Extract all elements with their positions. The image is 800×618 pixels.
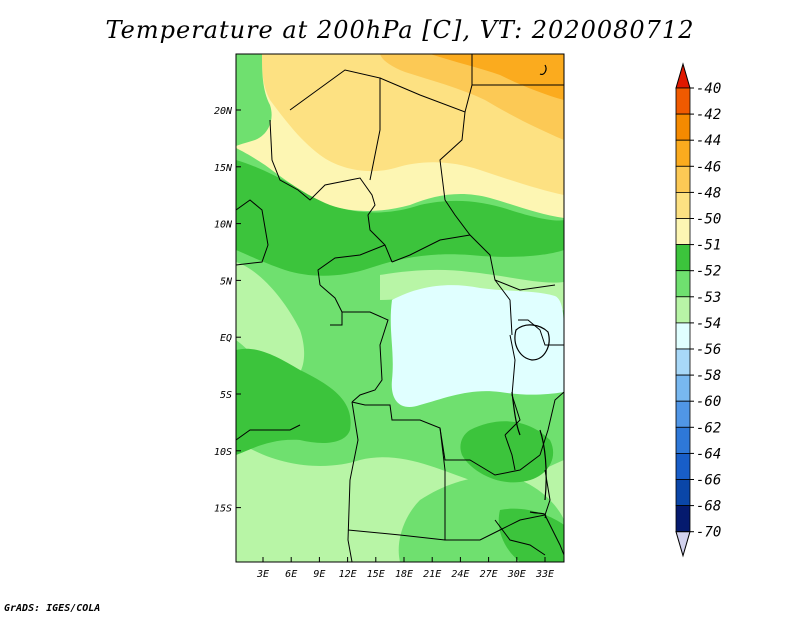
legend-label: -58 bbox=[696, 368, 721, 384]
border-line bbox=[518, 319, 564, 346]
border-line bbox=[439, 111, 556, 291]
field-minus-53-northwest bbox=[236, 54, 272, 146]
legend-color-box bbox=[675, 113, 691, 141]
color-legend: -40 -42 -44 -46 -48 -50 -51 -52 -53 -54 -56 -58 -60 -… bbox=[675, 62, 721, 558]
lake-outline bbox=[514, 324, 550, 361]
legend-color-box bbox=[675, 400, 691, 428]
lake-outlines bbox=[511, 64, 550, 519]
legend-label: -53 bbox=[696, 290, 721, 306]
lake-outline bbox=[539, 429, 547, 501]
border-line bbox=[236, 424, 301, 441]
legend-color-box bbox=[675, 452, 691, 480]
border-line bbox=[504, 434, 516, 471]
legend-bottom-arrow bbox=[675, 531, 691, 558]
legend-label: -44 bbox=[696, 133, 721, 149]
border-line bbox=[494, 519, 546, 556]
border-line bbox=[319, 284, 389, 403]
legend-label: -50 bbox=[696, 212, 721, 228]
legend-label: -42 bbox=[696, 107, 721, 123]
legend-color-box bbox=[675, 426, 691, 454]
map-title: Temperature at 200hPa [C], VT: 202008071… bbox=[105, 16, 695, 44]
lat-tick-label: 10N bbox=[214, 220, 233, 231]
legend-color-box bbox=[675, 87, 691, 115]
lake-outline bbox=[511, 391, 521, 436]
border-line bbox=[317, 244, 386, 286]
field-minus-46-north bbox=[430, 54, 564, 100]
legend-label: -70 bbox=[696, 525, 721, 541]
lon-tick-label: 6E bbox=[285, 569, 297, 580]
legend-color-box bbox=[675, 348, 691, 376]
axis-ticks: 3E 6E 9E 12E 15E 18E 21E 24E 27E 30E 33E 20N 15N 10N 5… bbox=[214, 106, 554, 580]
border-line bbox=[236, 199, 269, 266]
lat-tick-label: EQ bbox=[220, 333, 232, 344]
lon-tick-label: 12E bbox=[339, 569, 357, 580]
legend-label: -52 bbox=[696, 264, 721, 280]
legend-color-box bbox=[675, 374, 691, 402]
lon-tick-label: 24E bbox=[451, 569, 469, 580]
lon-tick-label: 21E bbox=[423, 569, 441, 580]
legend-label: -40 bbox=[696, 81, 721, 97]
temperature-field bbox=[236, 54, 564, 562]
border-line bbox=[347, 529, 446, 541]
grads-credit: GrADS: IGES/COLA bbox=[4, 603, 101, 614]
legend-label: -66 bbox=[696, 473, 721, 489]
lat-tick-label: 10S bbox=[214, 447, 232, 458]
legend-label: -46 bbox=[696, 159, 721, 175]
legend-color-box bbox=[675, 218, 691, 246]
border-line bbox=[347, 401, 359, 562]
field-minus-52-west bbox=[236, 348, 351, 455]
border-line bbox=[391, 234, 471, 263]
legend-label: -60 bbox=[696, 394, 721, 410]
border-line bbox=[539, 391, 564, 456]
field-minus-52-southeast bbox=[460, 421, 554, 483]
lon-tick-label: 3E bbox=[256, 569, 269, 580]
lat-tick-label: 5S bbox=[220, 390, 232, 401]
lon-tick-label: 15E bbox=[367, 569, 385, 580]
legend-color-box bbox=[675, 244, 691, 272]
lake-outline bbox=[529, 511, 547, 519]
lat-tick-label: 20N bbox=[214, 106, 233, 117]
legend-label: -54 bbox=[696, 316, 721, 332]
legend-color-box bbox=[675, 322, 691, 350]
border-line bbox=[439, 427, 551, 541]
legend-label: -56 bbox=[696, 342, 721, 358]
border-line bbox=[269, 119, 393, 263]
border-line bbox=[330, 312, 343, 326]
lon-tick-label: 30E bbox=[507, 569, 526, 580]
lon-tick-label: 18E bbox=[395, 569, 413, 580]
legend-color-box bbox=[675, 165, 691, 193]
lat-tick-label: 5N bbox=[220, 276, 233, 287]
lon-tick-label: 9E bbox=[313, 569, 325, 580]
legend-color-box bbox=[675, 479, 691, 507]
legend-color-box bbox=[675, 296, 691, 324]
field-minus-56-core bbox=[390, 285, 564, 408]
legend-label: -62 bbox=[696, 420, 721, 436]
border-line bbox=[494, 279, 513, 336]
legend-color-box bbox=[675, 139, 691, 167]
legend-color-box bbox=[675, 191, 691, 219]
legend-label: -48 bbox=[696, 185, 721, 201]
legend-label: -64 bbox=[696, 446, 721, 462]
lat-tick-label: 15N bbox=[214, 163, 233, 174]
lake-outline bbox=[539, 64, 547, 75]
legend-label: -68 bbox=[696, 499, 721, 515]
legend-label: -51 bbox=[696, 238, 721, 254]
map-frame bbox=[235, 53, 565, 563]
border-line bbox=[544, 514, 564, 556]
legend-color-box bbox=[675, 270, 691, 298]
lon-tick-label: 33E bbox=[535, 569, 554, 580]
lat-tick-label: 15S bbox=[214, 504, 232, 515]
legend-color-box bbox=[675, 505, 691, 533]
lon-tick-label: 27E bbox=[480, 569, 498, 580]
legend-top-arrow bbox=[675, 62, 691, 89]
